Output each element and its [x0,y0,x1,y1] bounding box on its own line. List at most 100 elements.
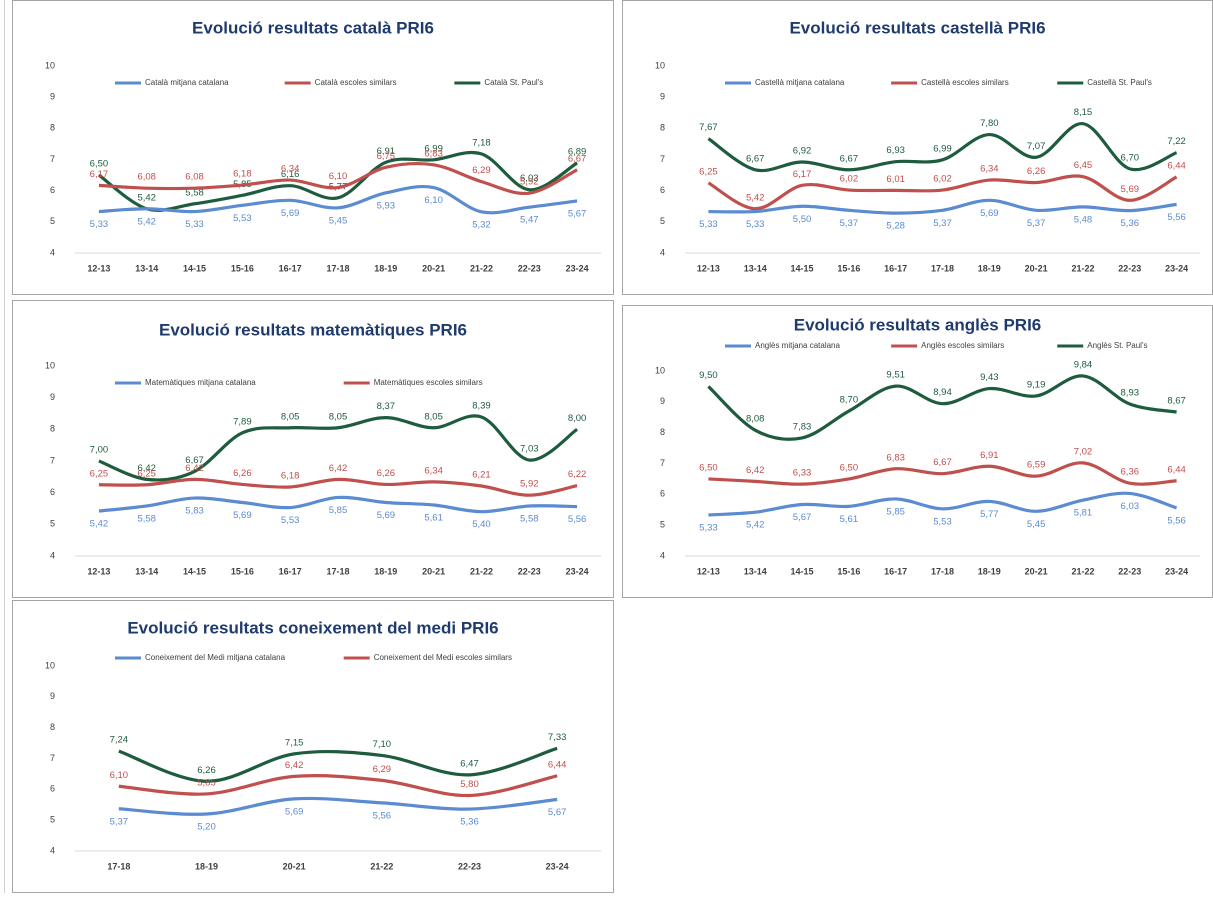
y-tick-label: 10 [45,60,55,70]
data-label: 5,37 [1027,218,1046,229]
data-label: 5,40 [472,519,491,530]
series-line [707,374,1177,441]
data-label: 5,42 [746,192,765,203]
x-tick-label: 13-14 [135,263,158,273]
data-label: 6,21 [472,470,491,481]
data-label: 5,58 [185,187,204,198]
x-tick-label: 22-23 [1118,263,1141,273]
data-label: 5,61 [424,513,443,524]
x-tick-label: 17-18 [931,263,954,273]
data-label: 5,93 [377,200,396,211]
data-label: 5,33 [185,219,204,230]
x-tick-label: 21-22 [470,566,493,576]
series-line [98,184,578,215]
data-label: 7,18 [472,137,491,148]
data-label: 6,16 [281,169,300,180]
y-tick-label: 6 [50,784,55,794]
data-label: 6,83 [886,452,905,463]
chart-panel: Evolució resultats coneixement del medi … [12,600,614,893]
chart-title: Evolució resultats català PRI6 [192,18,434,37]
data-label: 6,50 [699,462,718,473]
x-tick-label: 12-13 [87,566,110,576]
data-label: 8,00 [568,413,587,424]
data-label: 5,42 [746,520,765,531]
legend-label: Coneixement del Medi mitjana catalana [145,653,286,662]
y-tick-label: 10 [45,660,55,670]
data-label: 5,67 [548,807,567,818]
data-label: 6,91 [980,450,999,461]
data-label: 6,91 [377,146,396,157]
data-label: 6,10 [424,195,443,206]
data-label: 5,32 [472,219,491,230]
data-label: 6,17 [90,169,109,180]
data-label: 6,29 [472,165,491,176]
y-tick-label: 5 [660,520,665,530]
data-label: 5,69 [377,510,396,521]
y-tick-label: 9 [660,92,665,102]
data-label: 8,05 [329,411,348,422]
data-label: 7,22 [1167,136,1186,147]
legend-label: Castellà mitjana catalana [755,78,845,87]
series-line [707,174,1178,211]
data-label: 5,48 [1074,214,1093,225]
data-label: 5,45 [1027,519,1046,530]
data-label: 8,94 [933,387,952,398]
y-tick-label: 9 [50,392,55,402]
data-label: 6,70 [1121,152,1140,163]
x-tick-label: 17-18 [326,566,349,576]
y-tick-label: 9 [50,92,55,102]
x-tick-label: 22-23 [518,263,541,273]
series-line [98,161,578,196]
data-label: 5,20 [197,822,216,833]
legend-label: Català St. Paul's [484,78,543,87]
series-line [708,491,1178,517]
data-label: 6,47 [460,758,479,769]
data-label: 6,59 [1027,460,1046,471]
data-label: 7,03 [520,444,539,455]
data-label: 8,93 [1121,388,1140,399]
data-label: 8,39 [472,400,491,411]
y-tick-label: 5 [50,519,55,529]
data-label: 5,33 [746,219,765,230]
data-label: 5,36 [460,817,479,828]
data-label: 5,58 [137,513,156,524]
data-label: 7,83 [793,421,812,432]
data-label: 6,67 [568,153,587,164]
chart-title: Evolució resultats castellà PRI6 [789,18,1045,37]
data-label: 6,17 [793,169,812,180]
data-label: 6,26 [197,765,216,776]
data-label: 6,08 [185,172,204,183]
y-tick-label: 8 [660,123,665,133]
y-tick-label: 7 [660,154,665,164]
x-tick-label: 18-19 [195,861,218,871]
data-label: 8,08 [746,414,765,425]
series-line [118,746,558,783]
data-label: 9,84 [1074,359,1093,370]
data-label: 6,18 [233,169,252,180]
series-line [98,495,578,514]
x-tick-label: 17-18 [107,861,130,871]
chart-panel: Evolució resultats anglès PRI6 4 5 6 7 8 9 10 12… [622,305,1213,598]
data-label: 5,28 [886,221,905,232]
x-tick-label: 14-15 [183,566,206,576]
data-label: 5,85 [329,505,348,516]
data-label: 5,37 [840,218,859,229]
legend-label: Català escoles similars [315,78,397,87]
data-label: 6,36 [1121,467,1140,478]
data-label: 6,42 [185,463,204,474]
data-label: 8,37 [377,401,396,412]
legend-label: Coneixement del Medi escoles similars [374,653,512,662]
x-tick-label: 20-21 [422,566,445,576]
data-label: 5,53 [933,516,952,527]
y-tick-label: 9 [660,396,665,406]
data-label: 6,25 [137,468,156,479]
y-tick-label: 7 [50,753,55,763]
data-label: 5,69 [1121,184,1140,195]
data-label: 5,69 [285,806,304,817]
x-tick-label: 17-18 [326,263,349,273]
x-tick-label: 23-24 [1165,566,1188,576]
data-label: 5,56 [568,514,587,525]
data-label: 5,42 [90,519,109,530]
data-label: 6,03 [1121,501,1140,512]
x-tick-label: 23-24 [546,861,569,871]
